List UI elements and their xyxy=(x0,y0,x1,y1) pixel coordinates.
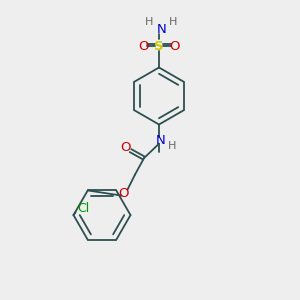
Text: O: O xyxy=(138,40,148,53)
Text: O: O xyxy=(121,141,131,154)
Text: O: O xyxy=(169,40,180,53)
Text: H: H xyxy=(145,16,154,27)
Text: O: O xyxy=(119,187,129,200)
Text: H: H xyxy=(168,141,177,151)
Text: N: N xyxy=(157,23,166,37)
Text: H: H xyxy=(169,16,178,27)
Text: N: N xyxy=(156,134,165,147)
Text: Cl: Cl xyxy=(77,202,89,215)
Text: S: S xyxy=(154,40,164,53)
